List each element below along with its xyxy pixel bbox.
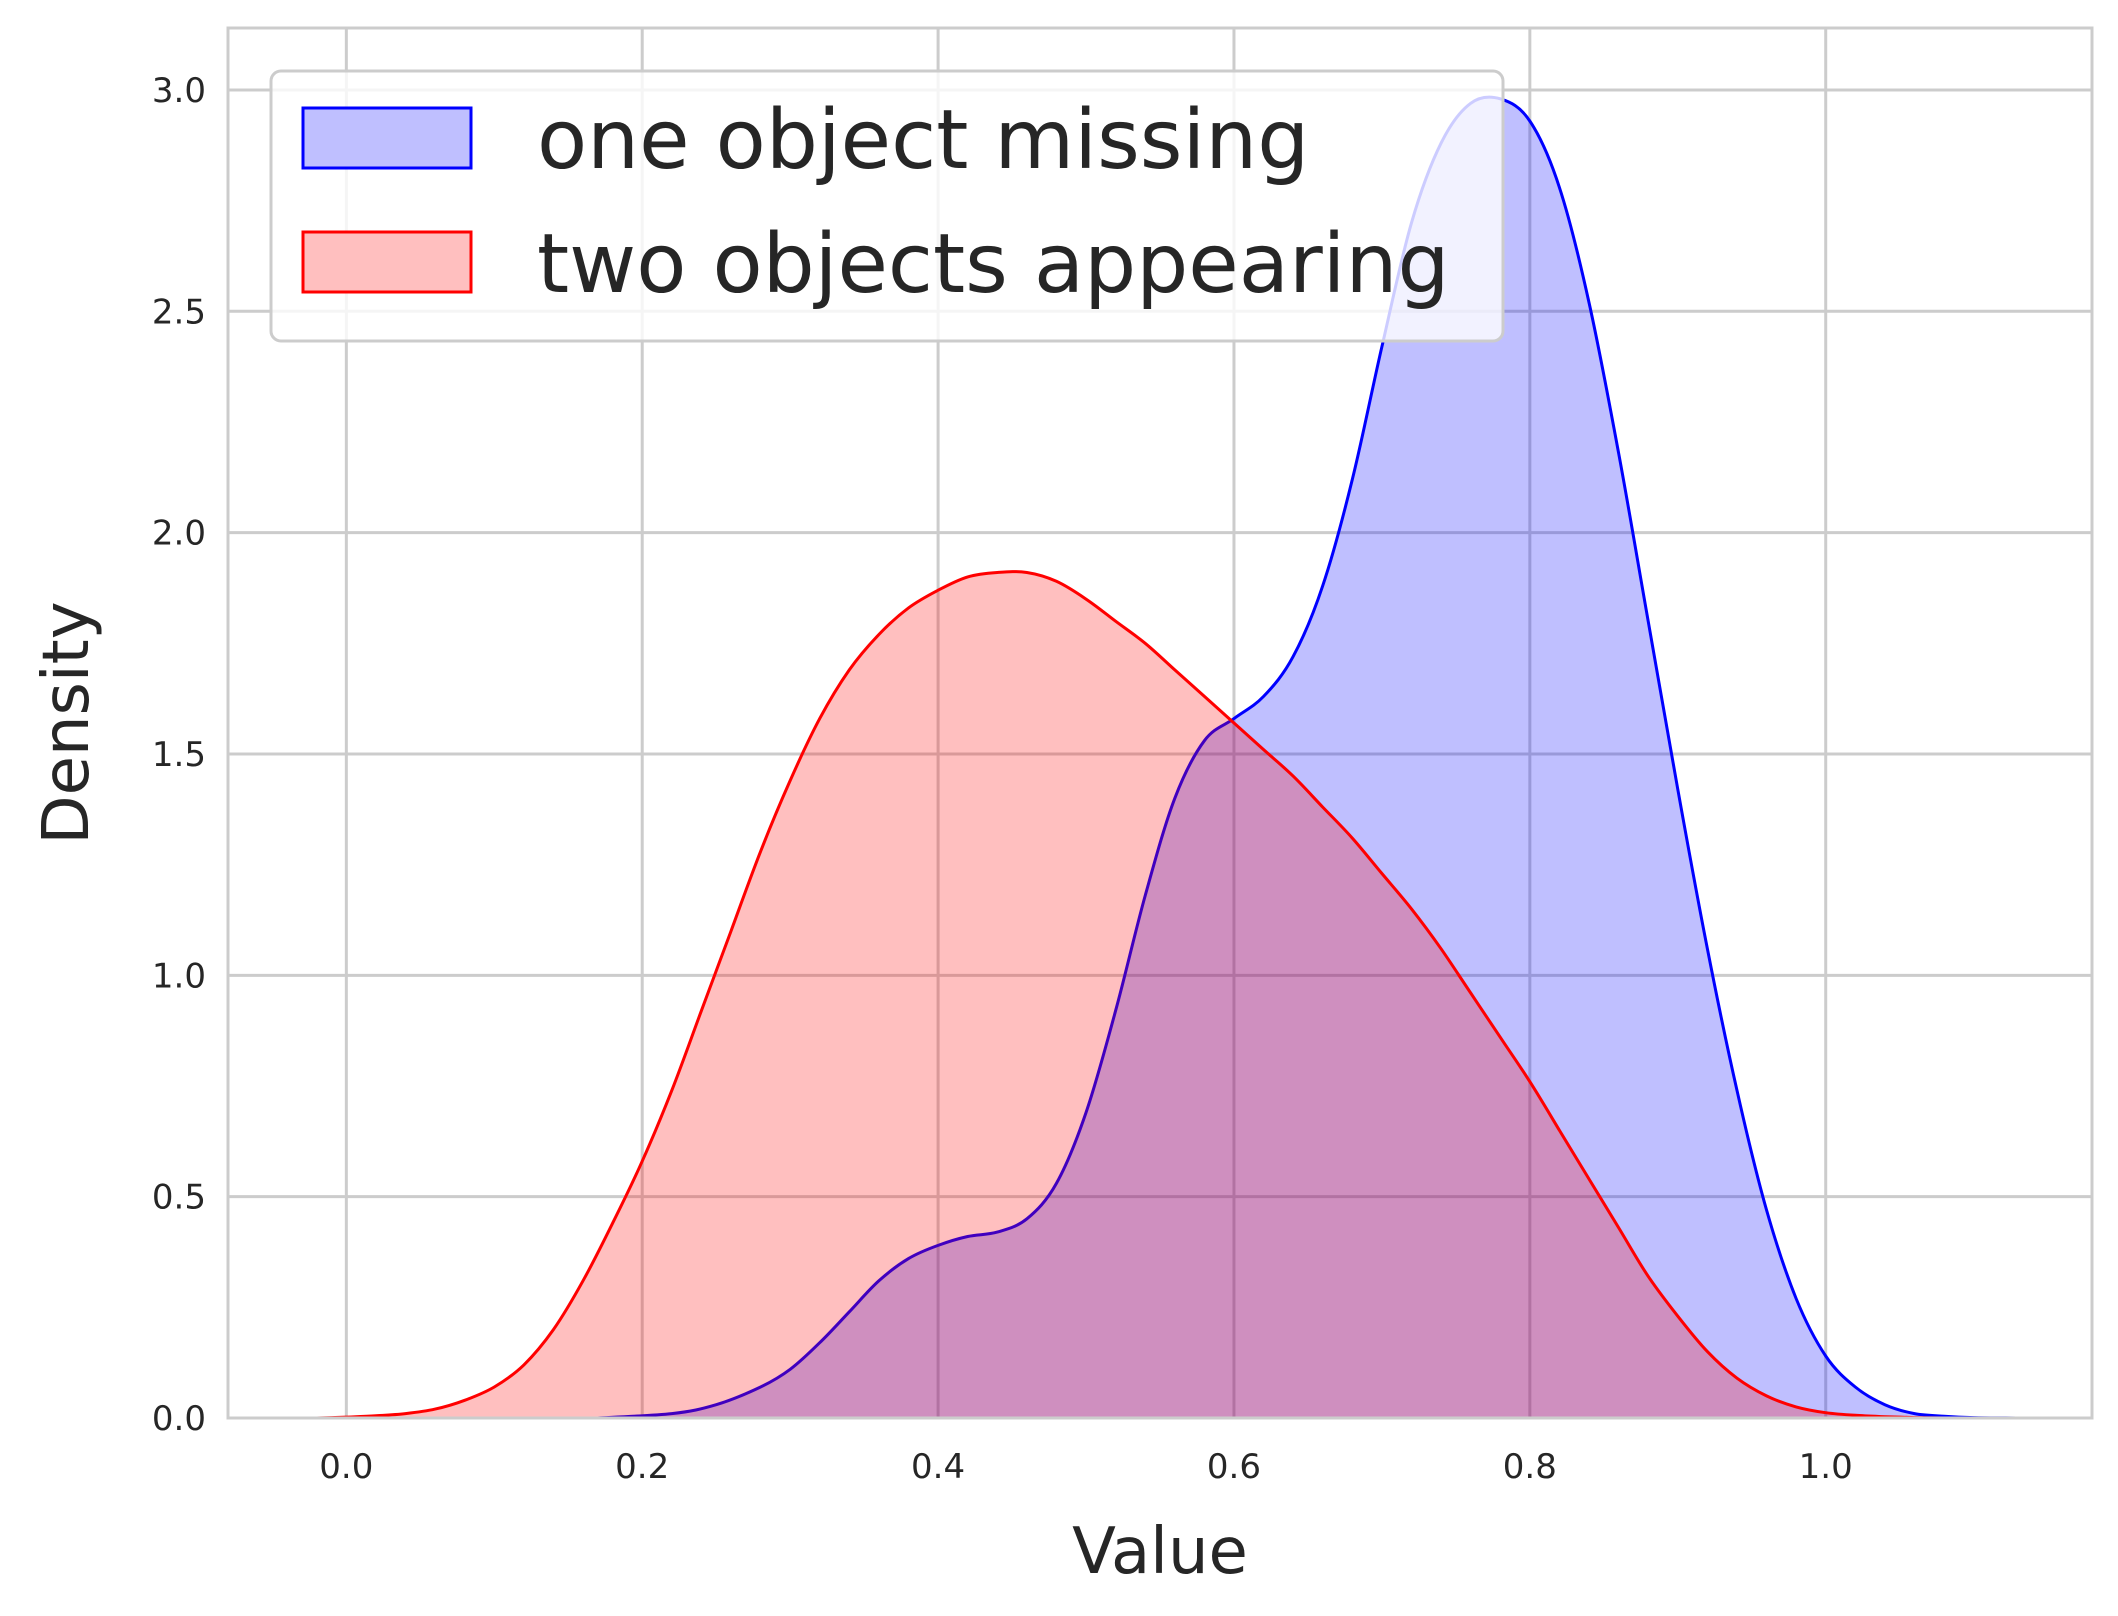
x-tick-label: 0.0 — [319, 1447, 373, 1487]
legend-swatch-one-object-missing — [301, 106, 473, 170]
area-fill-one-object-missing — [597, 96, 2018, 1419]
y-tick-labels: 0.0 0.5 1.0 1.5 2.0 2.5 3.0 — [152, 71, 206, 1439]
density-line-one-object-missing — [597, 95, 2019, 1420]
legend-label-two-objects-appearing: two objects appearing — [537, 217, 1450, 312]
y-tick-label: 2.0 — [152, 514, 206, 554]
y-tick-label: 3.0 — [152, 71, 206, 111]
x-tick-label: 0.6 — [1207, 1447, 1261, 1487]
y-tick-label: 0.0 — [152, 1399, 206, 1439]
y-tick-label: 2.5 — [152, 292, 206, 332]
y-axis-label: Density — [30, 601, 104, 844]
x-tick-label: 0.4 — [911, 1447, 965, 1487]
legend-box — [269, 69, 1505, 343]
plot-frame — [226, 26, 2094, 1420]
y-tick-label: 1.5 — [152, 735, 206, 775]
y-tick-label: 0.5 — [152, 1178, 206, 1218]
x-axis-label: Value — [1072, 1515, 1248, 1589]
legend-swatch-two-objects-appearing — [301, 230, 473, 294]
x-tick-label: 0.2 — [615, 1447, 669, 1487]
y-tick-label: 1.0 — [152, 956, 206, 996]
area-fill-two-objects-appearing — [316, 571, 1945, 1418]
legend-label-one-object-missing: one object missing — [537, 93, 1309, 188]
legend: one object missing two objects appearing — [269, 69, 1505, 343]
density-areas — [316, 95, 2019, 1420]
x-tick-label: 1.0 — [1799, 1447, 1853, 1487]
x-tick-labels: 0.0 0.2 0.4 0.6 0.8 1.0 — [319, 1447, 1852, 1487]
x-tick-label: 0.8 — [1503, 1447, 1557, 1487]
density-line-two-objects-appearing — [316, 570, 1945, 1420]
